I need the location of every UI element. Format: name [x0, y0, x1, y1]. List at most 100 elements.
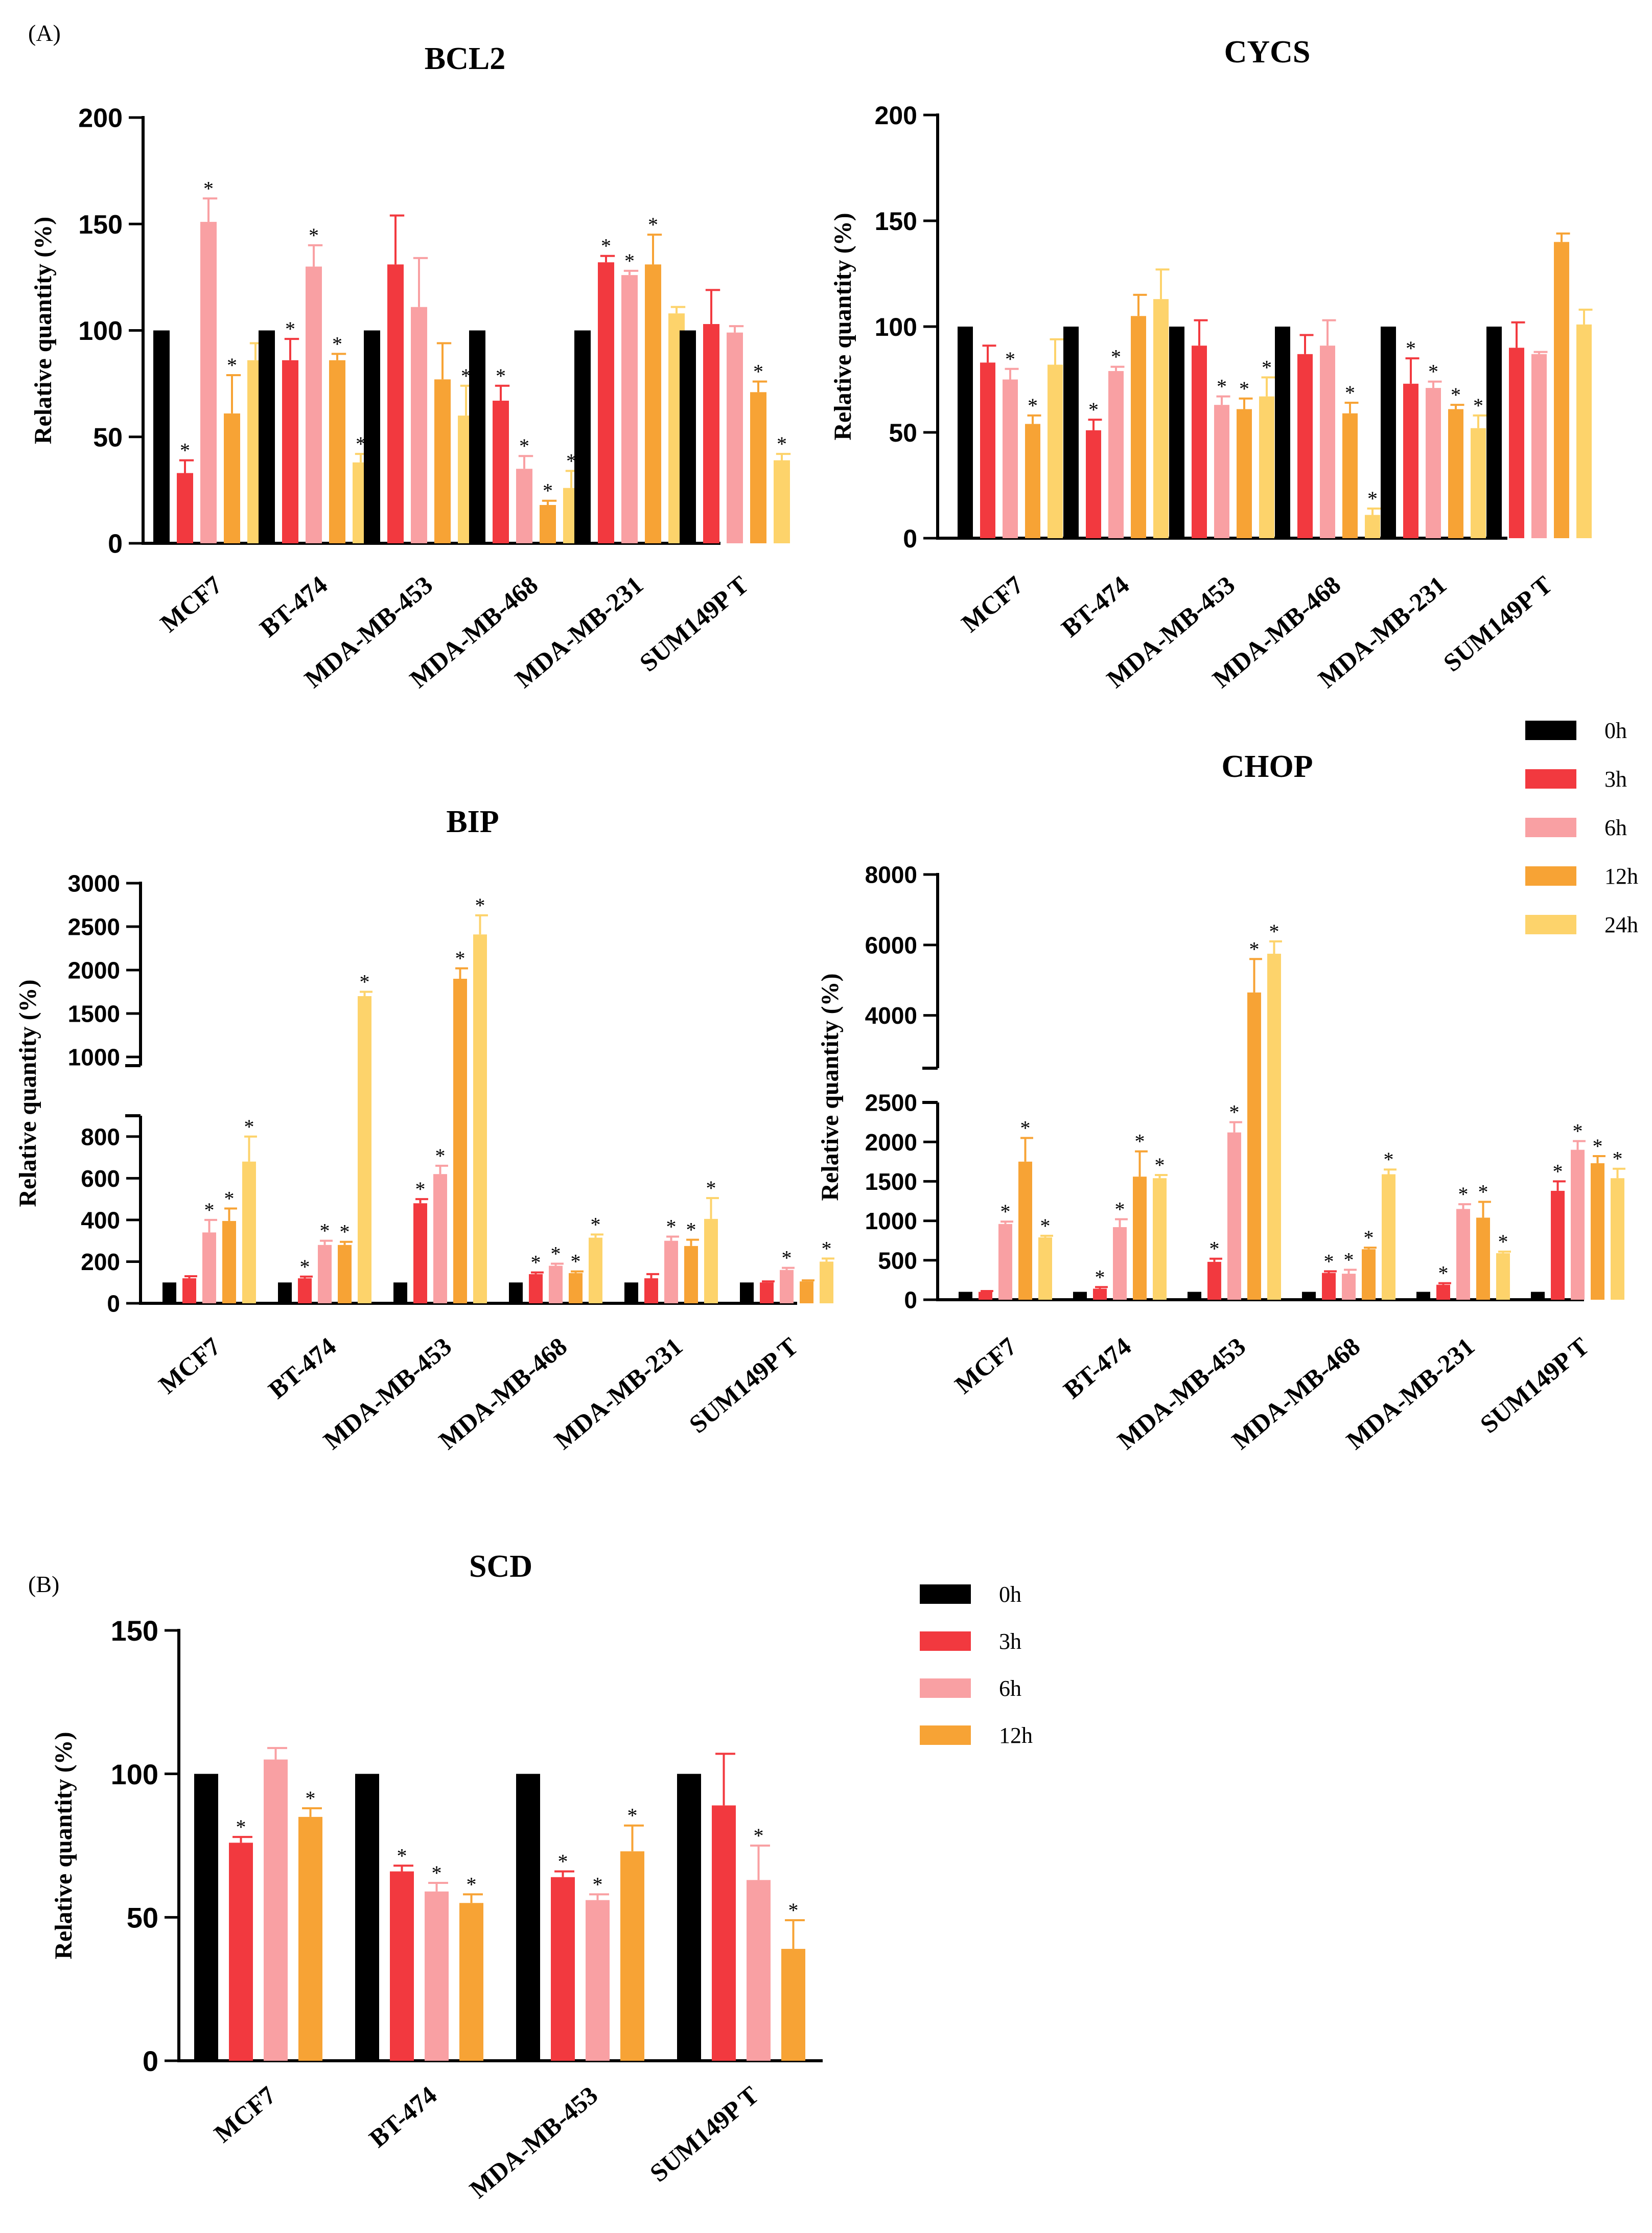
bar-mda-mb-468-12h [1342, 413, 1358, 538]
y-tick-label: 0 [143, 2045, 158, 2077]
y-tick-label: 1000 [68, 1044, 120, 1071]
bar-mda-mb-468-3h [1322, 1273, 1336, 1300]
category-label-sum149pt: SUM149P T [644, 2081, 764, 2188]
y-tick-label: 100 [111, 1758, 158, 1790]
y-tick-label: 150 [78, 210, 123, 240]
y-axis-label: Relative quantity (%) [30, 217, 57, 444]
bar-sum149pt-6h [780, 1270, 794, 1303]
significance-star: * [1111, 346, 1121, 369]
bar-mda-mb-453-6h [1214, 405, 1229, 538]
legend-label-3h: 3h [999, 1629, 1021, 1654]
significance-star: * [1229, 1101, 1240, 1124]
significance-star: * [777, 432, 787, 455]
bar-mcf7-24h [1038, 1237, 1052, 1300]
significance-star: * [1458, 1183, 1469, 1206]
bar-mda-mb-231-12h [1476, 1217, 1490, 1300]
chart-title: CHOP [1221, 749, 1313, 784]
category-label-bt-474: BT-474 [363, 2081, 442, 2153]
significance-star: * [1135, 1130, 1145, 1153]
bar-mcf7-12h [224, 413, 240, 543]
bar-sum149pt-12h [800, 1281, 813, 1303]
chart-title: SCD [469, 1549, 532, 1584]
bar-mda-mb-453-24h [473, 934, 487, 1303]
y-tick-label: 0 [107, 1291, 120, 1317]
panel-label-a: (A) [28, 20, 61, 46]
significance-star: * [1000, 1200, 1011, 1223]
significance-star: * [340, 1221, 350, 1244]
significance-star: * [306, 1787, 316, 1810]
bar-bt-474-24h [1153, 1178, 1167, 1300]
bar-mda-mb-468-6h [549, 1265, 563, 1303]
bar-bt-474-3h [390, 1871, 414, 2061]
panel-label-b: (B) [28, 1571, 59, 1597]
bar-mcf7-6h [200, 222, 217, 544]
significance-star: * [1155, 1154, 1165, 1177]
significance-star: * [531, 1251, 541, 1274]
significance-star: * [754, 1824, 764, 1847]
bar-mcf7-3h [979, 1292, 992, 1300]
significance-star: * [227, 354, 237, 377]
significance-star: * [782, 1247, 792, 1270]
significance-star: * [1498, 1230, 1508, 1253]
significance-star: * [1473, 394, 1483, 417]
significance-star: * [1262, 356, 1272, 379]
significance-star: * [519, 434, 529, 457]
bar-mda-mb-453-24h [1267, 954, 1281, 1300]
chart-scd: SCD Relative quantity (%) 0 50 100 150 * * MCF7 *… [50, 1549, 823, 2204]
bar-mda-mb-468-24h [589, 1237, 602, 1303]
bar-sum149pt-6h [727, 332, 743, 543]
significance-star: * [320, 1219, 330, 1242]
significance-star: * [1020, 1116, 1031, 1139]
bar-mda-mb-453-3h [1192, 346, 1207, 538]
category-label-mcf7: MCF7 [208, 2081, 281, 2148]
bar-sum149pt-0h [1486, 327, 1502, 538]
y-tick-label: 2000 [865, 1129, 917, 1156]
bar-bt-474-6h [1113, 1227, 1127, 1300]
bar-bt-474-6h [318, 1245, 332, 1303]
bar-mda-mb-468-0h [1302, 1292, 1316, 1300]
bar-mda-mb-231-3h [1436, 1284, 1450, 1300]
legend-b: 0h 3h 6h 12h [920, 1582, 1033, 1748]
category-label-mcf7: MCF7 [956, 570, 1029, 638]
bar-mcf7-0h [194, 1774, 218, 2061]
y-axis-label: Relative quantity (%) [14, 979, 41, 1207]
significance-star: * [300, 1255, 310, 1278]
significance-star: * [236, 1815, 246, 1838]
category-label-bt-474: BT-474 [263, 1332, 341, 1405]
bar-mda-mb-231-6h [1456, 1209, 1470, 1300]
bar-sum149pt-6h [1531, 354, 1547, 538]
bar-mda-mb-231-24h [1496, 1253, 1510, 1300]
significance-star: * [1573, 1120, 1583, 1143]
chart-bip: BIP Relative quantity (%) 0 200 400 600 800 100… [14, 804, 834, 1455]
bar-mda-mb-453-6h [411, 307, 427, 543]
bar-mda-mb-453-0h [1188, 1292, 1201, 1300]
category-label-mcf7: MCF7 [949, 1332, 1022, 1399]
bar-sum149pt-3h [712, 1805, 736, 2061]
bar-mcf7-12h [222, 1221, 236, 1303]
bar-mda-mb-231-12h [1448, 409, 1463, 538]
y-tick-label: 200 [78, 104, 123, 133]
bar-mda-mb-231-12h [645, 264, 661, 543]
bar-bt-474-12h [338, 1245, 352, 1303]
significance-star: * [356, 432, 366, 455]
y-tick-label: 0 [904, 1287, 917, 1314]
bar-mcf7-0h [959, 1292, 972, 1300]
bar-sum149pt-0h [740, 1282, 754, 1303]
category-label-mcf7: MCF7 [153, 1332, 226, 1399]
significance-star: * [788, 1899, 799, 1922]
y-tick-label: 3000 [68, 870, 120, 897]
legend-swatch-0h [1525, 721, 1576, 740]
bar-mcf7-6h [202, 1232, 216, 1303]
bar-bt-474-3h [1093, 1288, 1107, 1300]
y-tick-label: 50 [93, 423, 123, 452]
bar-mda-mb-453-12h [453, 979, 467, 1303]
y-tick-label: 4000 [865, 1002, 917, 1029]
chart-title: BIP [446, 804, 499, 839]
significance-star: * [309, 224, 319, 247]
category-label-bt-474: BT-474 [254, 570, 333, 643]
chart-title: CYCS [1224, 35, 1311, 70]
legend-a: 0h 3h 6h 12h 24h [1525, 718, 1638, 937]
significance-star: * [244, 1115, 254, 1138]
significance-star: * [1451, 383, 1461, 406]
bar-mda-mb-453-0h [1169, 327, 1184, 538]
